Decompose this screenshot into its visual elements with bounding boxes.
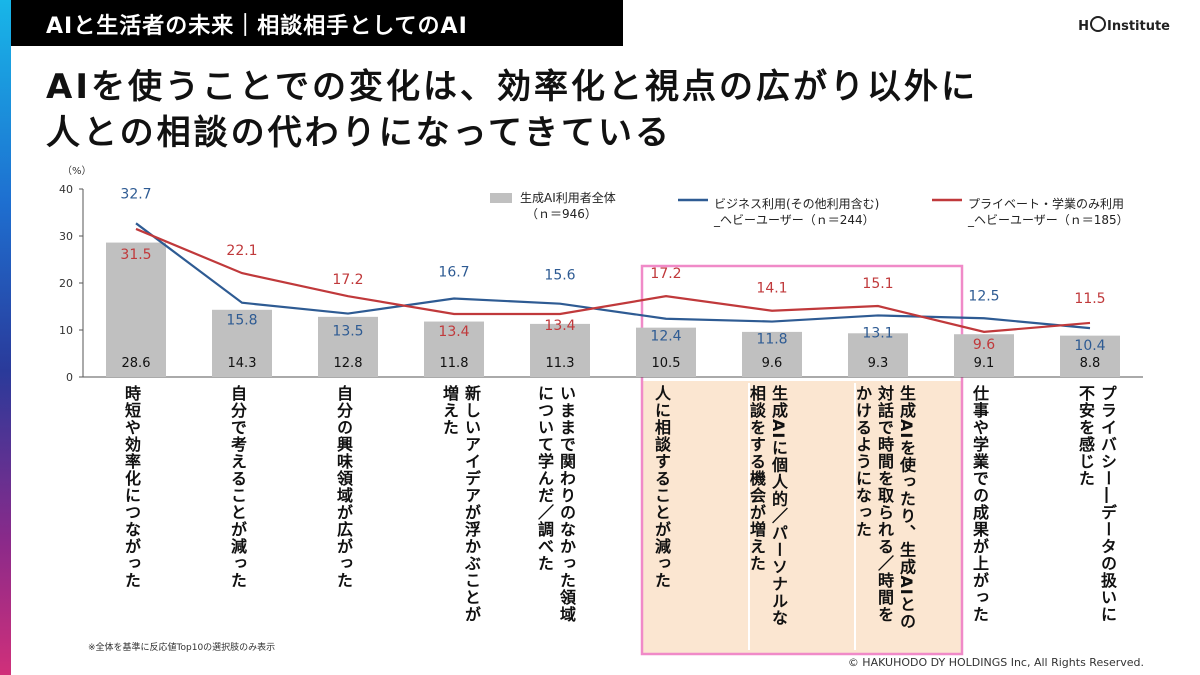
category-label: 生成AIに個人的／パーソナルな相談をする機会が増えた bbox=[747, 385, 788, 627]
business-line bbox=[135, 222, 1091, 330]
bar bbox=[1060, 335, 1120, 377]
highlight-frame bbox=[640, 264, 964, 656]
header-bar bbox=[11, 0, 623, 46]
bar-value-label: 8.8 bbox=[1080, 356, 1101, 371]
category-label: 生成AIを使ったり、生成AIとの対話で時間を取られる／時間をかけるようになった bbox=[853, 385, 916, 630]
bar-value-label: 9.6 bbox=[762, 356, 783, 371]
bar-value-label: 10.5 bbox=[652, 356, 681, 371]
bar bbox=[636, 327, 696, 377]
bar bbox=[530, 323, 590, 377]
bar bbox=[424, 321, 484, 377]
bar-value-label: 14.3 bbox=[228, 356, 257, 371]
private-line bbox=[135, 227, 1091, 333]
business-value-label: 10.4 bbox=[1074, 338, 1105, 354]
logo: H Institute bbox=[1078, 16, 1170, 34]
bar bbox=[318, 316, 378, 377]
legend-business-line-2: _ヘビーユーザー（ｎ＝244） bbox=[714, 213, 875, 227]
category-label: いままで関わりのなかった領域について学んだ／調べた bbox=[535, 385, 576, 623]
legend-private-line-2: _ヘビーユーザー（ｎ＝185） bbox=[968, 213, 1129, 227]
private-value-label: 9.6 bbox=[973, 337, 995, 353]
business-value-label: 32.7 bbox=[120, 186, 151, 202]
private-value-label: 13.4 bbox=[544, 318, 575, 334]
category-label: 新しいアイデアが浮かぶことが増えた bbox=[440, 385, 481, 623]
y-tick-label: 20 bbox=[59, 277, 73, 290]
header-title: AIと生活者の未来｜相談相手としてのAI bbox=[46, 14, 468, 39]
bar-value-label: 11.3 bbox=[546, 356, 575, 371]
bar-value-label: 11.8 bbox=[440, 356, 469, 371]
logo-text-left: H bbox=[1078, 19, 1089, 34]
bar-value-label: 28.6 bbox=[122, 356, 151, 371]
y-unit-label: （%） bbox=[62, 165, 92, 177]
category-label: 時短や効率化につながった bbox=[122, 385, 141, 589]
legend-bar: 生成AI利用者全体 （ｎ＝946） bbox=[520, 190, 616, 222]
legend-business-line-1: ビジネス利用(その他利用含む) bbox=[714, 197, 880, 211]
business-value-label: 15.8 bbox=[226, 313, 257, 329]
copyright: © HAKUHODO DY HOLDINGS Inc, All Rights R… bbox=[847, 656, 1144, 669]
category-label: 自分で考えることが減った bbox=[228, 385, 247, 589]
bar bbox=[212, 309, 272, 377]
legend-bar-line-1: 生成AI利用者全体 bbox=[520, 191, 616, 205]
legend-bar-line-2: （ｎ＝946） bbox=[526, 207, 597, 221]
legend-bar-swatch bbox=[490, 193, 512, 203]
private-value-label: 14.1 bbox=[756, 281, 787, 297]
category-label: プライバシー―データの扱いに不安を感じた bbox=[1076, 385, 1117, 623]
y-tick-label: 40 bbox=[59, 183, 73, 196]
bar bbox=[742, 331, 802, 377]
category-label: 人に相談することが減った bbox=[652, 385, 671, 589]
business-value-label: 13.1 bbox=[862, 325, 893, 341]
business-value-label: 11.8 bbox=[756, 332, 787, 348]
business-value-label: 13.5 bbox=[332, 324, 363, 340]
private-value-label: 15.1 bbox=[862, 276, 893, 292]
headline-line-2: 人との相談の代わりになってきている bbox=[46, 113, 672, 153]
headline-line-1: AIを使うことでの変化は、効率化と視点の広がり以外に bbox=[46, 67, 978, 107]
business-value-label: 15.6 bbox=[544, 268, 575, 284]
headline: AIを使うことでの変化は、効率化と視点の広がり以外に 人との相談の代わりになって… bbox=[46, 64, 1176, 156]
business-value-label: 12.5 bbox=[968, 288, 999, 304]
bar-value-label: 12.8 bbox=[334, 356, 363, 371]
category-label: 自分の興味領域が広がった bbox=[334, 385, 353, 589]
business-value-label: 12.4 bbox=[650, 329, 681, 345]
private-value-label: 11.5 bbox=[1074, 291, 1105, 307]
bar-value-label: 9.3 bbox=[868, 356, 889, 371]
highlight-fill bbox=[643, 381, 961, 653]
y-tick-label: 30 bbox=[59, 230, 73, 243]
bar bbox=[954, 334, 1014, 377]
business-value-label: 16.7 bbox=[438, 265, 469, 281]
y-tick-label: 10 bbox=[59, 324, 73, 337]
bar bbox=[848, 333, 908, 377]
bar-value-label: 9.1 bbox=[974, 356, 995, 371]
legend-private-line-1: プライベート・学業のみ利用 bbox=[968, 197, 1125, 211]
private-value-label: 17.2 bbox=[650, 266, 681, 282]
sidebar-gradient bbox=[0, 0, 11, 675]
legend-private: プライベート・学業のみ利用 _ヘビーユーザー（ｎ＝185） bbox=[968, 196, 1129, 228]
legend-business: ビジネス利用(その他利用含む) _ヘビーユーザー（ｎ＝244） bbox=[714, 196, 879, 228]
y-tick-label: 0 bbox=[66, 371, 73, 384]
footnote: ※全体を基準に反応値Top10の選択肢のみ表示 bbox=[88, 643, 276, 653]
private-value-label: 31.5 bbox=[120, 247, 151, 263]
bar bbox=[106, 242, 166, 377]
private-value-label: 13.4 bbox=[438, 324, 469, 340]
private-value-label: 22.1 bbox=[226, 243, 257, 259]
logo-text-right: Institute bbox=[1106, 19, 1170, 34]
category-label: 仕事や学業での成果が上がった bbox=[970, 385, 989, 623]
logo-ring-icon bbox=[1089, 16, 1106, 32]
private-value-label: 17.2 bbox=[332, 272, 363, 288]
